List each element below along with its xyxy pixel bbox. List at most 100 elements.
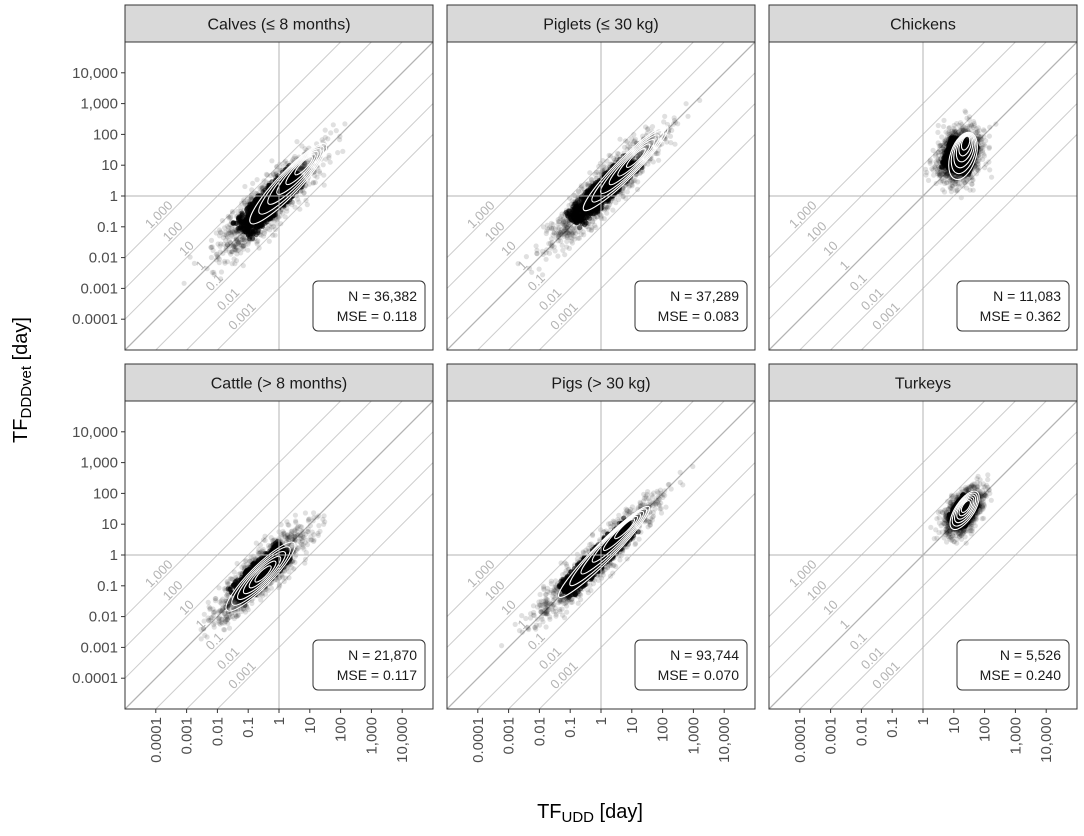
data-point (229, 249, 235, 255)
data-point (974, 166, 980, 173)
data-point (927, 159, 933, 165)
data-point (242, 243, 248, 249)
data-point (304, 165, 310, 172)
data-point (935, 129, 941, 135)
data-point (234, 251, 240, 257)
data-point (586, 180, 592, 186)
data-point (568, 238, 574, 244)
data-point (573, 207, 580, 213)
data-point (211, 622, 217, 628)
data-point (963, 109, 969, 115)
data-point (956, 122, 962, 128)
data-point (254, 177, 260, 183)
data-point (552, 226, 559, 232)
data-point (957, 120, 964, 126)
data-point (614, 154, 620, 160)
data-point (592, 222, 598, 228)
data-point (297, 206, 303, 212)
data-point (629, 178, 636, 184)
data-point (258, 185, 264, 191)
panel-strip (124, 4, 434, 43)
data-point (933, 151, 939, 157)
data-point (979, 137, 985, 143)
data-point (971, 123, 978, 129)
data-point (936, 152, 942, 158)
data-point (939, 177, 945, 184)
data-point (311, 532, 317, 538)
data-point (337, 137, 343, 143)
data-point (639, 164, 645, 171)
data-point (944, 180, 950, 186)
data-point (298, 528, 304, 534)
data-point (555, 253, 561, 259)
data-point (277, 161, 283, 167)
data-point (286, 534, 292, 541)
data-point (321, 182, 327, 188)
data-point (282, 535, 289, 541)
data-point (320, 162, 326, 168)
data-point (326, 152, 332, 158)
data-point (569, 230, 575, 236)
data-point (233, 237, 239, 243)
data-point (294, 526, 300, 532)
data-point (213, 257, 219, 263)
data-point (299, 538, 306, 544)
data-point (611, 155, 617, 162)
data-point (314, 174, 320, 180)
data-point (588, 185, 594, 191)
data-point (943, 169, 949, 175)
data-point (976, 133, 982, 139)
data-point (556, 225, 562, 231)
data-point (230, 242, 236, 248)
data-point (261, 178, 267, 184)
data-point (960, 128, 966, 134)
data-point (562, 231, 568, 237)
data-point (248, 192, 254, 198)
data-point (622, 138, 629, 144)
data-point (975, 161, 981, 167)
data-point (938, 164, 944, 170)
data-point (566, 219, 572, 225)
data-point (244, 223, 250, 230)
data-point (227, 614, 233, 620)
data-point (932, 153, 939, 159)
data-point (565, 223, 572, 229)
panel: Cattle (> 8 months)1,0001001010.10.010.0… (124, 363, 434, 710)
data-point (274, 217, 280, 223)
data-point (292, 533, 298, 539)
data-point (224, 592, 230, 598)
data-point (224, 593, 230, 599)
data-point (335, 150, 341, 156)
data-point (934, 171, 941, 177)
data-point (563, 224, 569, 230)
data-point (956, 174, 962, 180)
data-point (544, 247, 550, 253)
data-point (320, 516, 326, 523)
data-point (973, 126, 979, 132)
data-point (218, 230, 224, 236)
data-point (223, 243, 229, 249)
data-point (228, 225, 235, 231)
data-point (569, 240, 576, 246)
data-point (601, 163, 607, 169)
data-point (675, 121, 681, 127)
data-point (283, 158, 289, 164)
data-point (636, 155, 642, 161)
data-point (940, 171, 946, 177)
data-point (954, 121, 960, 127)
data-point (566, 245, 573, 251)
data-point (226, 229, 232, 235)
data-point (322, 127, 328, 133)
data-point (237, 242, 243, 248)
density-contour (267, 148, 322, 205)
data-point (280, 574, 286, 580)
data-point (292, 535, 298, 542)
data-point (255, 228, 261, 234)
data-point (269, 224, 275, 230)
data-point (566, 202, 572, 209)
data-point (260, 182, 266, 188)
data-point (330, 122, 336, 128)
data-point (222, 612, 228, 618)
data-point (582, 181, 588, 187)
data-point (323, 156, 329, 162)
